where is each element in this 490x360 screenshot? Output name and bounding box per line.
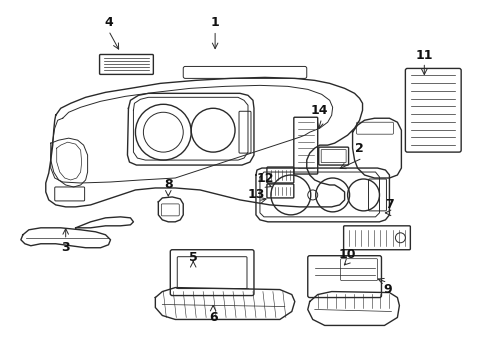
Text: 8: 8 xyxy=(164,179,172,192)
Text: 9: 9 xyxy=(383,283,392,296)
Text: 10: 10 xyxy=(339,248,356,261)
Text: 5: 5 xyxy=(189,251,197,264)
Text: 1: 1 xyxy=(211,16,220,29)
Text: 14: 14 xyxy=(311,104,328,117)
Text: 7: 7 xyxy=(385,198,394,211)
Text: 13: 13 xyxy=(247,188,265,202)
Text: 12: 12 xyxy=(256,171,274,185)
Text: 3: 3 xyxy=(61,241,70,254)
Text: 2: 2 xyxy=(355,141,364,155)
Text: 11: 11 xyxy=(416,49,433,62)
Text: 6: 6 xyxy=(209,311,218,324)
Text: 4: 4 xyxy=(104,16,113,29)
